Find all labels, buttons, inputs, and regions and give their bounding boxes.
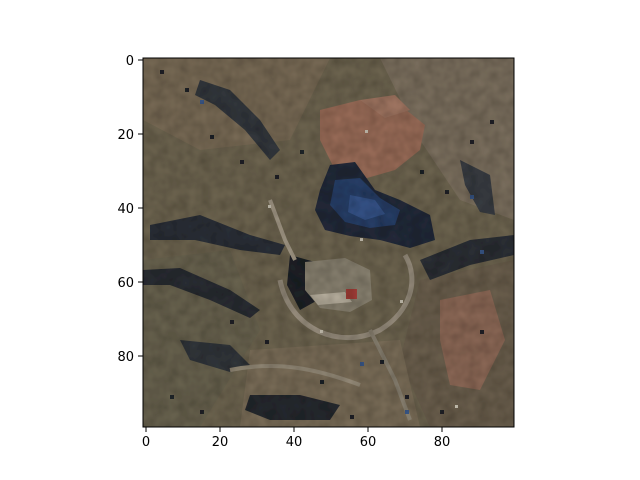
y-tick-label: 40 [117,202,134,217]
x-tick-label: 60 [360,435,377,450]
y-tick-label: 20 [117,128,134,143]
x-tick-label: 0 [142,435,150,450]
image-frame [142,57,515,428]
y-tick-label: 60 [117,276,134,291]
x-tick-label: 40 [286,435,303,450]
y-tick-label: 80 [117,350,134,365]
x-tick-label: 20 [212,435,229,450]
x-tick-label: 80 [434,435,451,450]
y-tick-label: 0 [126,54,134,69]
y-axis: 0 20 40 60 80 [117,54,143,365]
x-axis: 0 20 40 60 80 [142,427,450,450]
satellite-terrain-image [143,58,514,427]
